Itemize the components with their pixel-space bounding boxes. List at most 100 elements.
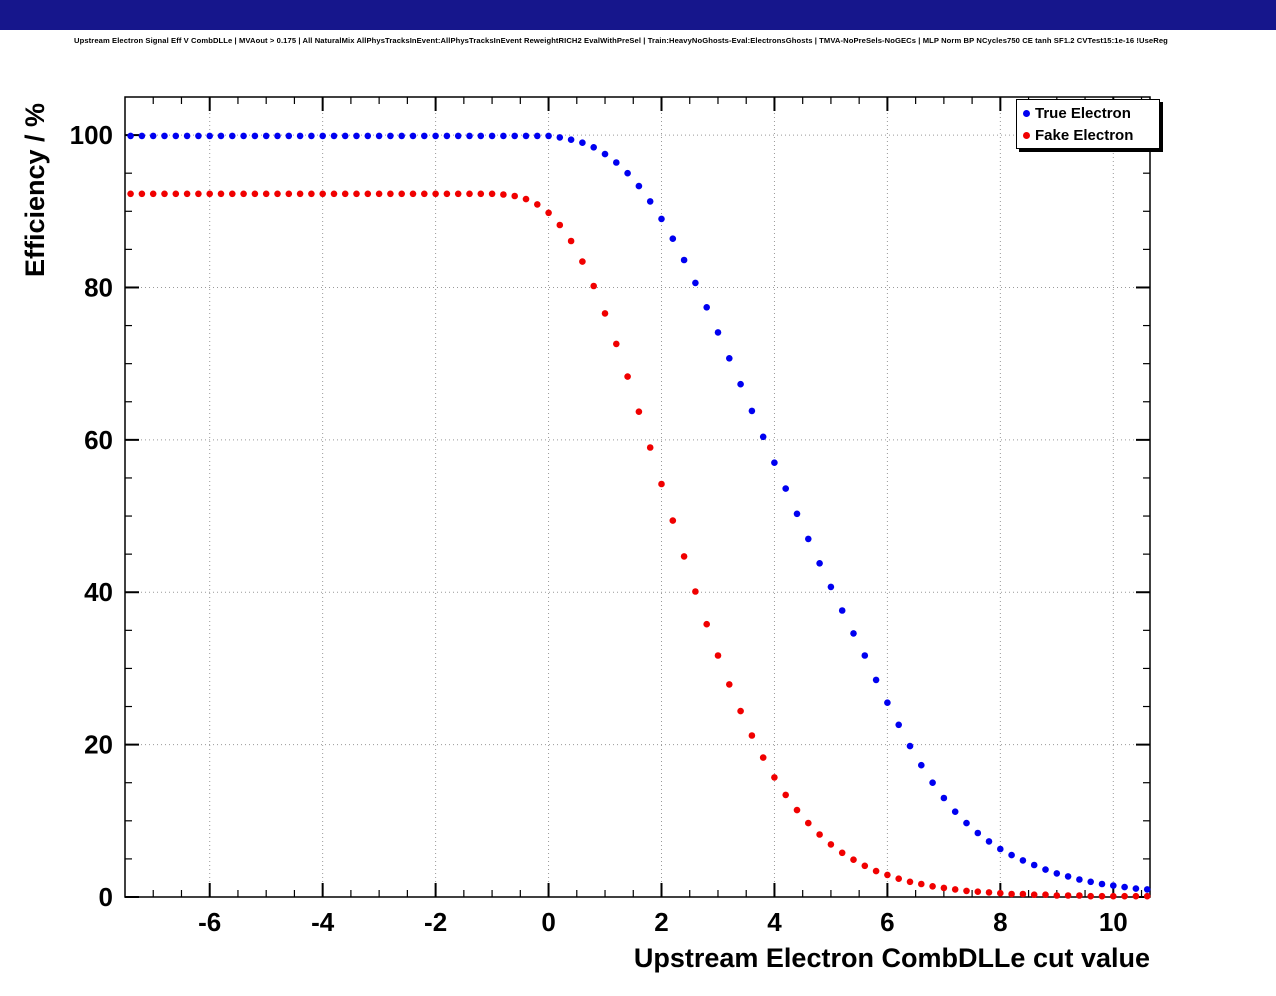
data-point <box>522 132 530 140</box>
data-point <box>364 132 372 140</box>
data-point <box>534 201 541 208</box>
data-point <box>748 732 756 739</box>
data-point <box>1008 890 1015 898</box>
x-tick-label: 6 <box>880 907 894 937</box>
header-bar <box>0 0 1276 30</box>
data-point <box>951 808 959 815</box>
data-point <box>827 583 835 591</box>
data-point <box>816 831 823 838</box>
data-point <box>714 652 722 659</box>
data-point <box>963 819 970 827</box>
data-point <box>443 132 451 140</box>
x-tick-label: 0 <box>541 907 555 937</box>
data-point <box>624 373 631 380</box>
data-point <box>217 132 225 140</box>
data-point <box>929 779 936 786</box>
data-point <box>556 221 564 229</box>
data-point <box>1132 892 1140 900</box>
data-point <box>726 355 733 362</box>
data-point <box>793 806 801 814</box>
y-tick-label: 40 <box>84 577 113 607</box>
data-point <box>1110 882 1117 889</box>
y-tick-label: 100 <box>70 120 113 150</box>
data-point <box>872 676 880 684</box>
data-point <box>262 132 270 140</box>
x-tick-label: 4 <box>767 907 782 937</box>
legend-entry-fake-electron: Fake Electron <box>1017 124 1159 146</box>
data-point <box>895 875 902 882</box>
data-point <box>432 190 439 198</box>
data-point <box>1042 866 1049 873</box>
data-point <box>613 340 620 348</box>
data-point <box>771 774 778 781</box>
data-point <box>872 867 880 875</box>
data-point <box>330 132 338 140</box>
legend-label-fake-electron: Fake Electron <box>1035 126 1134 144</box>
x-tick-label: 2 <box>654 907 668 937</box>
data-point <box>296 132 304 140</box>
data-point <box>703 304 710 311</box>
data-point <box>183 190 191 198</box>
gridlines <box>125 97 1150 897</box>
data-point <box>534 132 541 140</box>
data-point <box>929 883 936 890</box>
y-axis-title: Efficiency / % <box>20 103 50 277</box>
data-point <box>488 190 496 198</box>
data-point <box>375 190 383 198</box>
data-point <box>262 190 270 198</box>
red-dot-marker-icon <box>1023 131 1030 139</box>
data-point <box>251 190 259 198</box>
data-point <box>1008 851 1015 859</box>
data-point <box>918 880 925 888</box>
data-point <box>680 553 688 560</box>
data-point <box>997 889 1004 897</box>
data-point <box>308 132 315 140</box>
x-tick-label: -4 <box>311 907 335 937</box>
data-point <box>330 190 338 198</box>
data-point <box>590 282 597 290</box>
data-point <box>183 132 191 140</box>
data-point <box>240 132 247 140</box>
data-point <box>127 132 134 140</box>
data-point <box>1132 885 1140 892</box>
data-point <box>195 190 202 198</box>
data-point <box>669 235 677 242</box>
plot-title: Upstream Electron Signal Eff V CombDLLe … <box>74 36 1168 45</box>
data-point <box>409 190 417 198</box>
data-point <box>827 841 835 848</box>
data-point <box>906 878 914 886</box>
data-point <box>680 256 688 264</box>
data-point <box>1121 883 1128 891</box>
data-point <box>274 132 281 140</box>
data-point <box>149 190 157 198</box>
data-point <box>308 190 315 198</box>
data-point <box>387 190 394 198</box>
data-point <box>613 159 620 166</box>
data-point <box>1019 857 1027 864</box>
y-tick-label: 20 <box>84 730 113 760</box>
legend-label-true-electron: True Electron <box>1035 104 1131 122</box>
data-point <box>500 191 507 198</box>
data-point <box>274 190 281 198</box>
data-point <box>850 856 857 863</box>
data-point <box>906 742 914 750</box>
data-point <box>759 433 767 441</box>
data-point <box>375 132 383 140</box>
data-point <box>782 485 789 492</box>
data-point <box>703 620 710 628</box>
data-point <box>805 819 812 827</box>
data-point <box>805 535 812 543</box>
x-tick-label: -6 <box>198 907 221 937</box>
data-point <box>1042 891 1049 898</box>
data-point <box>1143 892 1151 900</box>
data-point <box>567 237 575 245</box>
data-point <box>737 707 744 715</box>
data-point <box>1110 892 1117 900</box>
data-point <box>172 132 180 140</box>
data-point <box>251 132 259 140</box>
data-point <box>997 845 1004 853</box>
data-point <box>477 132 485 140</box>
